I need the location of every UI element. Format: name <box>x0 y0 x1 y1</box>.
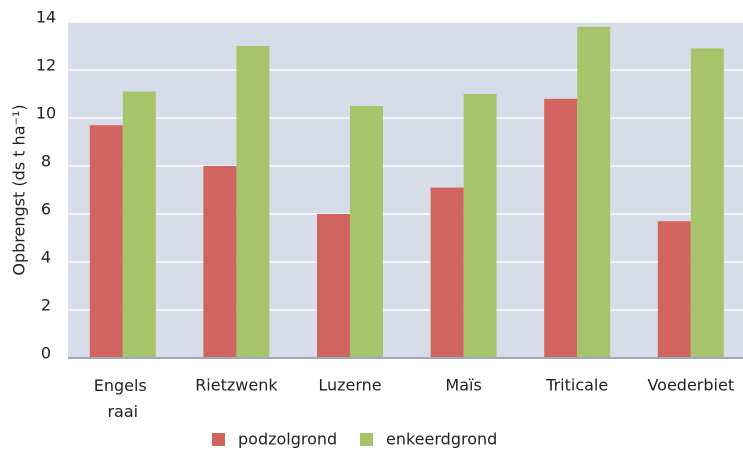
x-tick-label: Engels raai <box>94 376 152 421</box>
bar <box>577 26 611 359</box>
bar <box>236 46 270 358</box>
bar <box>89 125 123 358</box>
bar <box>690 48 724 359</box>
y-tick-label: 12 <box>36 56 56 75</box>
y-tick-label: 14 <box>36 8 56 27</box>
bar <box>463 94 497 358</box>
bar <box>203 166 237 358</box>
legend-swatch <box>212 433 225 446</box>
bar <box>122 91 156 358</box>
bar <box>317 214 350 358</box>
legend-label: podzolgrond <box>238 430 337 449</box>
y-tick-label: 8 <box>41 152 51 171</box>
y-tick-label: 0 <box>41 344 51 363</box>
x-tick-label: Luzerne <box>318 376 381 395</box>
x-tick-label: Triticale <box>545 376 608 395</box>
plot-background <box>68 22 743 358</box>
x-tick-label: Maïs <box>445 376 481 395</box>
y-tick-label: 4 <box>41 248 51 267</box>
legend-swatch <box>360 433 373 446</box>
bar <box>350 106 383 358</box>
bar <box>430 187 464 358</box>
legend-label: enkeerdgrond <box>386 430 497 449</box>
y-axis-label: Opbrengst (ds t ha⁻¹) <box>10 104 29 275</box>
bar <box>544 98 578 359</box>
x-tick-label: Rietzwenk <box>195 376 278 395</box>
x-tick-label: Voederbiet <box>647 376 734 395</box>
y-tick-label: 6 <box>41 200 51 219</box>
bar <box>657 221 691 358</box>
y-tick-label: 10 <box>36 104 56 123</box>
y-tick-label: 2 <box>41 296 51 315</box>
